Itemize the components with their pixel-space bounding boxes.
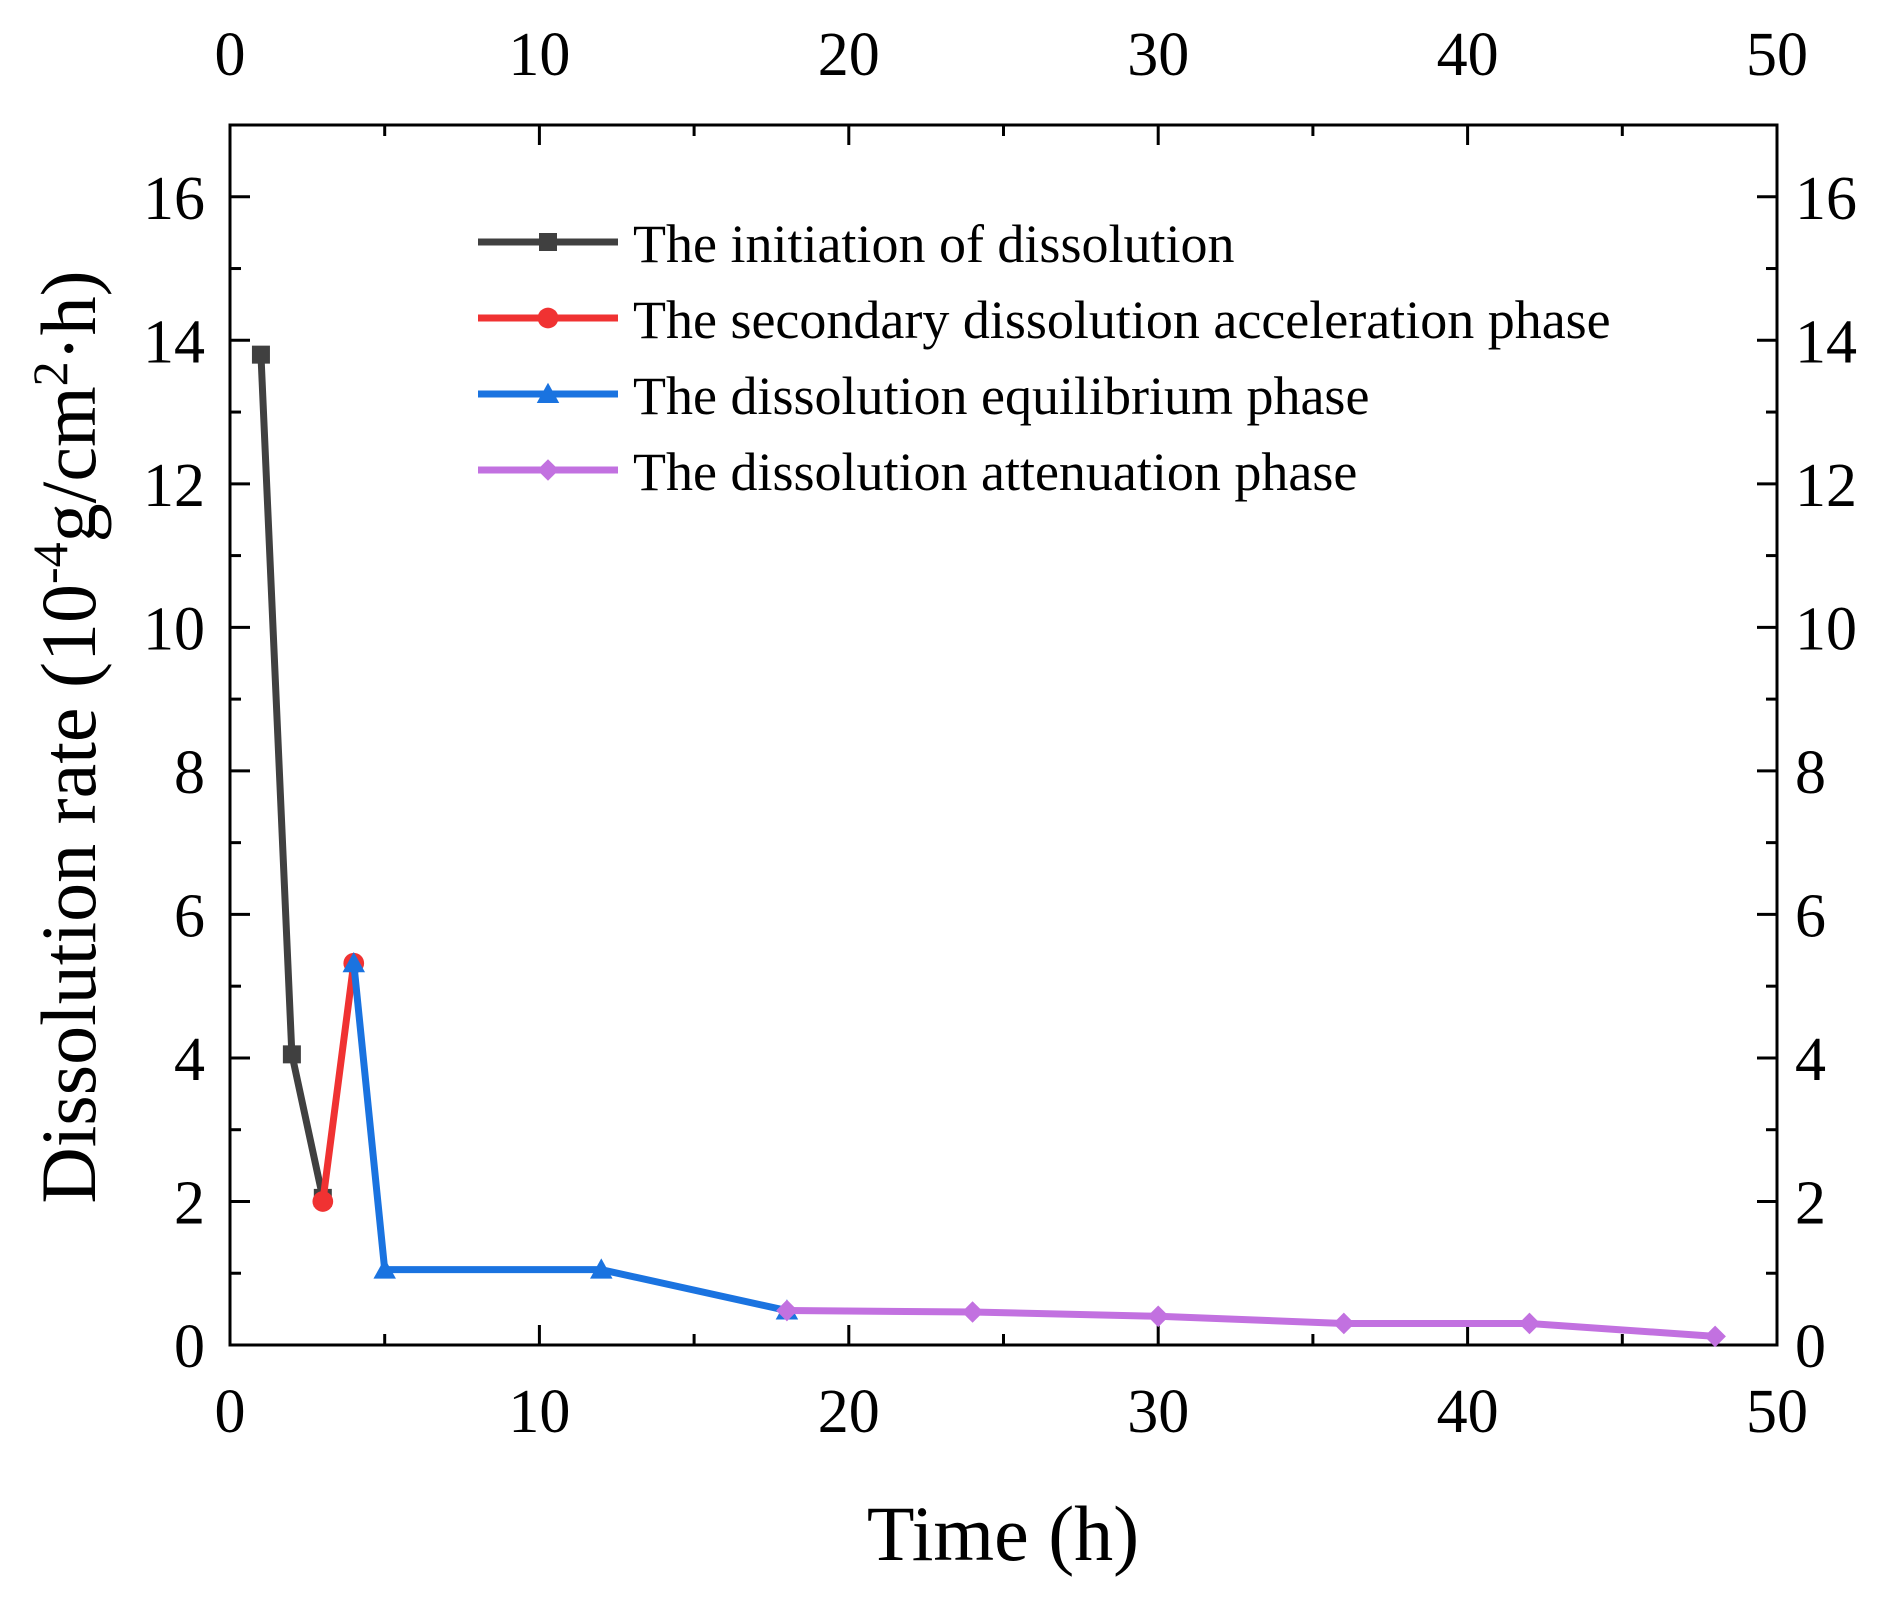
y-right-tick-label: 12	[1795, 452, 1857, 520]
legend-label: The dissolution equilibrium phase	[633, 366, 1369, 426]
x-tick-label: 0	[215, 1378, 246, 1446]
y-tick-label: 10	[143, 595, 205, 663]
y-right-tick-label: 0	[1795, 1313, 1826, 1381]
y-right-tick-label: 14	[1795, 308, 1857, 376]
data-point	[342, 951, 366, 973]
legend-marker	[536, 382, 560, 403]
x-top-tick-label: 30	[1127, 21, 1189, 89]
y-right-tick-label: 4	[1795, 1026, 1826, 1094]
legend: The initiation of dissolution The seconda…	[478, 214, 1611, 502]
x-tick-label: 50	[1746, 1378, 1808, 1446]
legend-marker	[537, 307, 559, 329]
data-point	[373, 1258, 396, 1279]
x-top-tick-label: 40	[1437, 21, 1499, 89]
x-tick-label: 10	[508, 1378, 570, 1446]
data-point	[312, 1191, 334, 1212]
y-tick-label: 2	[174, 1169, 205, 1237]
series-line	[350, 959, 791, 1315]
series-4	[776, 1299, 1726, 1348]
series-layer	[251, 345, 1726, 1348]
data-point	[961, 1301, 984, 1323]
y-right-tick-label: 16	[1795, 165, 1857, 233]
y-axis-label-exponent-2: 2	[22, 361, 78, 386]
data-point	[590, 1258, 613, 1279]
data-point	[776, 1299, 798, 1322]
y-axis-label: Dissolution rate (10-4g/cm2·h)	[22, 270, 112, 1203]
data-point	[251, 345, 270, 364]
legend-label: The dissolution attenuation phase	[633, 442, 1357, 502]
x-top-tick-label: 0	[215, 21, 246, 89]
y-axis-label-prefix: Dissolution rate (10	[25, 584, 112, 1204]
y-right-tick-label: 6	[1795, 882, 1826, 950]
data-point	[282, 1045, 301, 1064]
y-tick-label: 12	[143, 452, 205, 520]
y-tick-label: 14	[143, 308, 205, 376]
y-tick-label: 6	[174, 882, 205, 950]
y-axis-label-suffix: ·h)	[25, 270, 112, 361]
x-top-tick-label: 20	[818, 21, 880, 89]
data-point	[1333, 1312, 1355, 1335]
x-tick-label: 40	[1437, 1378, 1499, 1446]
y-tick-label: 0	[174, 1313, 205, 1381]
x-top-tick-label: 50	[1746, 21, 1808, 89]
y-axis-label-exponent-1: -4	[22, 542, 78, 584]
y-axis-label-middle: g/cm	[25, 386, 112, 542]
legend-item: The initiation of dissolution	[478, 214, 1234, 274]
y-right-tick-label: 10	[1795, 595, 1857, 663]
series-line	[319, 959, 358, 1205]
legend-item: The secondary dissolution acceleration p…	[478, 290, 1611, 350]
series-line	[783, 1307, 1719, 1340]
x-tick-label: 30	[1127, 1378, 1189, 1446]
y-right-tick-label: 8	[1795, 739, 1826, 807]
data-point	[1518, 1312, 1541, 1335]
legend-label: The initiation of dissolution	[633, 214, 1234, 274]
x-tick-label: 20	[818, 1378, 880, 1446]
data-point	[1704, 1325, 1726, 1348]
legend-item: The dissolution equilibrium phase	[478, 366, 1369, 426]
y-tick-label: 16	[143, 165, 205, 233]
y-right-tick-label: 2	[1795, 1169, 1826, 1237]
legend-marker	[539, 233, 557, 251]
legend-label: The secondary dissolution acceleration p…	[633, 290, 1611, 350]
legend-marker	[537, 459, 559, 481]
y-tick-label: 8	[174, 739, 205, 807]
x-top-tick-label: 10	[508, 21, 570, 89]
data-point	[1147, 1305, 1169, 1328]
legend-item: The dissolution attenuation phase	[478, 442, 1357, 502]
y-tick-label: 4	[174, 1026, 205, 1094]
x-axis-label: Time (h)	[867, 1490, 1139, 1577]
